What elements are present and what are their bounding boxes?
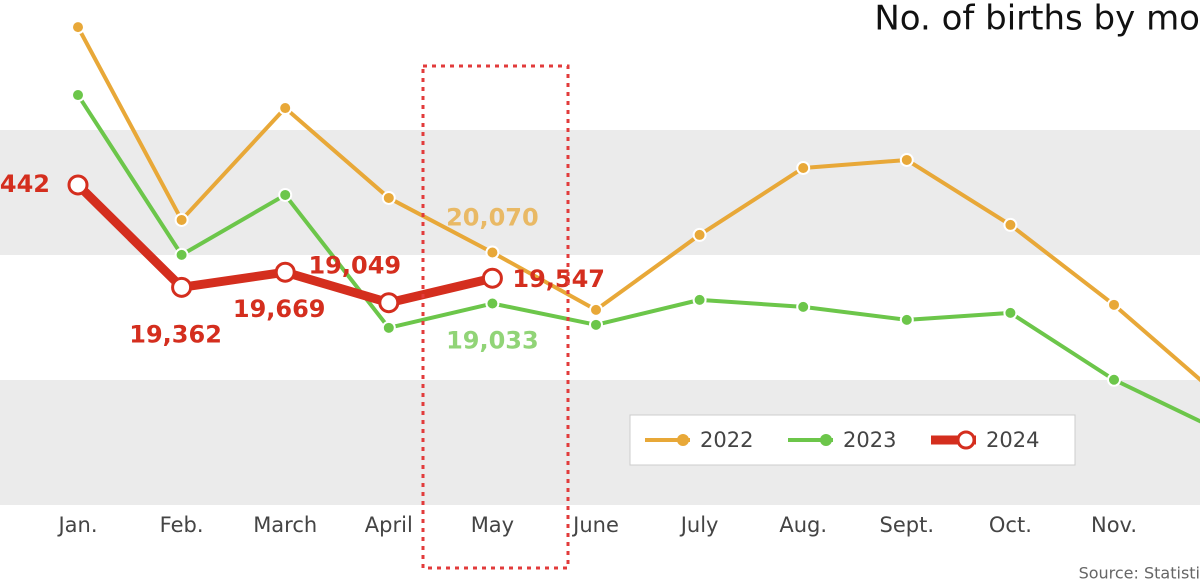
point <box>378 292 400 314</box>
point <box>796 299 811 314</box>
value-label: 19,547 <box>512 265 605 293</box>
point <box>485 245 500 260</box>
point <box>67 174 89 196</box>
point <box>796 160 811 175</box>
point <box>589 302 603 317</box>
point <box>278 187 293 202</box>
legend-marker <box>677 434 689 446</box>
point <box>381 320 396 335</box>
point <box>485 296 500 311</box>
point <box>174 212 189 227</box>
x-tick-label: April <box>365 513 413 537</box>
point <box>71 88 85 103</box>
chart-title: No. of births by mo <box>874 0 1200 39</box>
point <box>174 247 189 262</box>
series-line <box>76 93 1200 424</box>
point <box>71 20 85 35</box>
x-tick-label: Jan. <box>56 513 97 537</box>
source: Source: Statisti <box>1079 564 1200 583</box>
point <box>1107 297 1121 312</box>
x-tick-label: June <box>571 513 619 537</box>
point <box>171 276 193 298</box>
x-tick-label: Feb. <box>160 513 204 537</box>
x-tick-label: Oct. <box>989 513 1032 537</box>
point <box>481 267 503 289</box>
point <box>692 227 707 242</box>
legend-marker <box>820 434 832 446</box>
point <box>1003 305 1018 320</box>
x-tick-label: Nov. <box>1091 513 1137 537</box>
value-label: 20,070 <box>446 203 539 231</box>
point <box>278 101 293 116</box>
value-label: 19,669 <box>233 295 326 323</box>
legend-label: 2023 <box>843 428 896 452</box>
point <box>274 261 296 283</box>
legend-box <box>629 414 1076 466</box>
x-tick-label: March <box>253 513 317 537</box>
legend-marker <box>956 430 976 450</box>
x-tick-label: Sept. <box>880 513 935 537</box>
point <box>381 190 396 205</box>
value-label: 19,033 <box>446 327 539 355</box>
point <box>899 312 914 327</box>
legend: 2022 2023 2024 <box>645 428 1039 452</box>
legend-label: 2024 <box>986 428 1039 452</box>
value-label: 21,442 <box>0 170 50 198</box>
band <box>0 130 1200 255</box>
value-label: 19,049 <box>308 252 401 280</box>
legend-label: 2022 <box>700 428 753 452</box>
highlight-box <box>421 64 570 570</box>
x-tick-label: Aug. <box>779 513 827 537</box>
point <box>692 292 707 307</box>
x-tick-label: July <box>679 513 719 537</box>
point <box>899 152 914 167</box>
value-label: 19,362 <box>129 320 222 348</box>
series-line <box>76 26 1200 383</box>
point <box>1003 217 1018 232</box>
x-tick-label: May <box>471 513 514 537</box>
point <box>1107 372 1121 387</box>
point <box>589 317 603 332</box>
